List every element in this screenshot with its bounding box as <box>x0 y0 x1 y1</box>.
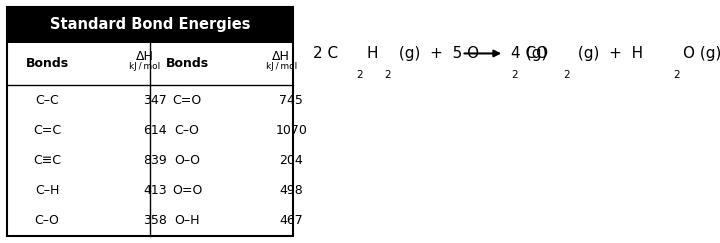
Text: C–O: C–O <box>35 214 60 227</box>
Text: 839: 839 <box>143 154 167 167</box>
Text: 347: 347 <box>143 94 167 107</box>
Text: Bonds: Bonds <box>26 57 68 70</box>
Text: O–H: O–H <box>174 214 199 227</box>
Text: ΔH: ΔH <box>272 50 290 63</box>
Text: (g)  +  H: (g) + H <box>573 46 644 61</box>
Text: kJ / mol: kJ / mol <box>130 62 161 71</box>
Text: 467: 467 <box>279 214 303 227</box>
Text: 2: 2 <box>384 70 391 80</box>
Text: C–H: C–H <box>35 184 59 197</box>
Text: C–C: C–C <box>35 94 59 107</box>
Text: O–O: O–O <box>174 154 200 167</box>
Text: C=O: C=O <box>172 94 202 107</box>
Text: C–O: C–O <box>174 124 199 137</box>
Text: Standard Bond Energies: Standard Bond Energies <box>50 17 250 32</box>
Text: H: H <box>366 46 378 61</box>
Text: C≡C: C≡C <box>33 154 61 167</box>
Text: 2: 2 <box>510 70 518 80</box>
Text: (g)  +  5 O: (g) + 5 O <box>394 46 480 61</box>
Text: 498: 498 <box>279 184 303 197</box>
Text: 413: 413 <box>143 184 167 197</box>
Text: 4 CO: 4 CO <box>510 46 548 61</box>
Text: 2 C: 2 C <box>313 46 338 61</box>
Text: 358: 358 <box>143 214 167 227</box>
Text: (g): (g) <box>521 46 547 61</box>
FancyBboxPatch shape <box>6 7 293 43</box>
Text: C=C: C=C <box>33 124 61 137</box>
Text: Bonds: Bonds <box>166 57 209 70</box>
Text: 745: 745 <box>279 94 303 107</box>
Text: O (g): O (g) <box>683 46 720 61</box>
Text: ΔH: ΔH <box>136 50 154 63</box>
Text: 1070: 1070 <box>276 124 307 137</box>
Text: 2: 2 <box>563 70 570 80</box>
Text: O=O: O=O <box>172 184 202 197</box>
Text: 614: 614 <box>143 124 167 137</box>
Text: kJ / mol: kJ / mol <box>266 62 297 71</box>
FancyBboxPatch shape <box>6 7 293 236</box>
Text: 204: 204 <box>279 154 303 167</box>
Text: 2: 2 <box>673 70 680 80</box>
Text: 2: 2 <box>356 70 363 80</box>
